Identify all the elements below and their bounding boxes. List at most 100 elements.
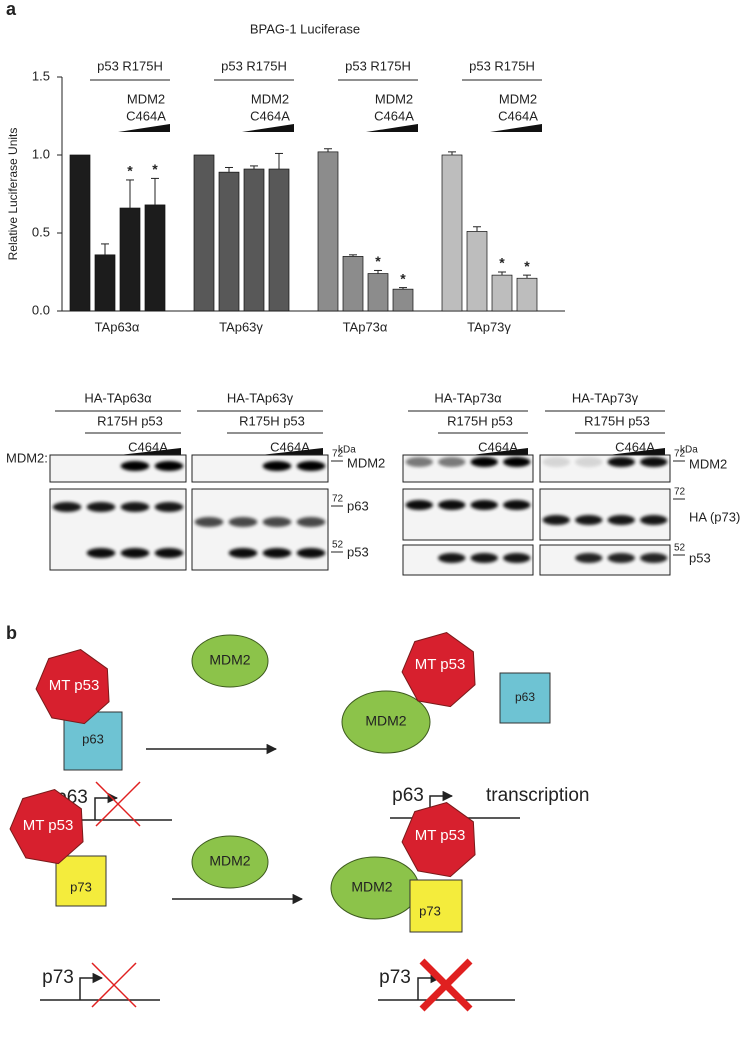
promoter-arrow: [94, 792, 119, 820]
wedge: [600, 448, 665, 456]
protein-box: [499, 672, 551, 724]
row-label: MDM2: [347, 455, 385, 470]
bar: [466, 231, 488, 312]
bar: [193, 154, 215, 312]
blot-band: [296, 517, 326, 527]
protein-label: p73: [70, 879, 92, 894]
blot-band: [503, 457, 531, 467]
mw-marker: 72: [332, 494, 344, 505]
chart-title: BPAG-1 Luciferase: [250, 21, 360, 36]
blot-band: [228, 548, 258, 558]
bar: [342, 256, 364, 312]
bar: [243, 168, 265, 312]
promoter-arrow: [79, 972, 104, 1000]
blot-header: R175H p53: [239, 413, 305, 428]
blot-band: [262, 517, 292, 527]
protein-label: MT p53: [23, 817, 74, 834]
group-header: MDM2: [251, 91, 289, 106]
wedge: [242, 124, 294, 132]
row-label: HA (p73): [689, 509, 740, 524]
x-tick-label: TAp63γ: [219, 319, 263, 334]
wedge: [118, 124, 170, 132]
y-axis-label: Relative Luciferase Units: [6, 128, 20, 261]
gene-label: p73: [42, 967, 74, 988]
wedge: [366, 124, 418, 132]
blot-band: [154, 548, 184, 558]
bar: [441, 154, 463, 312]
kda-label: kDa: [338, 445, 356, 456]
bar: [392, 288, 414, 312]
blot-band: [607, 457, 635, 467]
wedge: [252, 448, 323, 456]
bar: [119, 207, 141, 312]
blot-header: R175H p53: [97, 413, 163, 428]
blot-band: [405, 500, 433, 510]
blot-band: [405, 457, 433, 467]
blot-header: HA-TAp63α: [84, 390, 152, 405]
significance-mark: *: [375, 253, 381, 269]
promoter-arrow: [417, 972, 442, 1000]
significance-mark: *: [127, 163, 133, 179]
blot-band: [52, 502, 82, 512]
group-header: C464A: [250, 108, 290, 123]
blot-band: [438, 500, 466, 510]
blot-band: [607, 553, 635, 563]
blot-band: [640, 515, 668, 525]
group-header: p53 R175H: [221, 58, 287, 73]
significance-mark: *: [524, 258, 530, 274]
blot-band: [194, 517, 224, 527]
blot-band: [154, 502, 184, 512]
blot-frame: [539, 488, 671, 541]
blot-band: [470, 553, 498, 563]
bar: [268, 168, 290, 312]
red-x: [419, 958, 473, 1012]
blot-header: HA-TAp63γ: [227, 390, 294, 405]
blot-header: R175H p53: [584, 413, 650, 428]
protein-label: p73: [419, 903, 441, 918]
group-header: p53 R175H: [345, 58, 411, 73]
protein-label: p63: [515, 690, 535, 704]
blot-band: [120, 548, 150, 558]
blot-band: [575, 515, 603, 525]
blot-header: HA-TAp73γ: [572, 390, 639, 405]
red-x: [95, 781, 141, 827]
wedge: [490, 124, 542, 132]
gene-label: p73: [379, 967, 411, 988]
wedge: [463, 448, 528, 456]
red-x: [91, 962, 137, 1008]
protein-label: MDM2: [209, 853, 250, 869]
group-header: p53 R175H: [97, 58, 163, 73]
protein-label: MT p53: [415, 827, 466, 844]
blot-band: [154, 461, 184, 471]
mt-p53: [401, 802, 476, 878]
bar: [94, 254, 116, 312]
blot-band: [86, 502, 116, 512]
protein-label: MDM2: [351, 879, 392, 895]
bar: [367, 273, 389, 312]
blot-band: [640, 553, 668, 563]
row-label: p53: [347, 544, 369, 559]
mw-marker: 72: [674, 449, 686, 460]
protein-label: p63: [82, 731, 104, 746]
bar: [317, 151, 339, 312]
row-label: p53: [689, 550, 711, 565]
protein-label: MDM2: [365, 713, 406, 729]
blot-band: [503, 553, 531, 563]
mt-p53: [9, 789, 84, 865]
protein-box: [409, 879, 463, 933]
blot-band: [86, 548, 116, 558]
bar: [491, 274, 513, 312]
mw-marker: 72: [674, 487, 686, 498]
blot-band: [470, 457, 498, 467]
y-tick-label: 0.0: [32, 302, 50, 317]
mw-marker: 52: [674, 543, 686, 554]
wedge: [110, 448, 181, 456]
blot-band: [640, 457, 668, 467]
blot-band: [120, 502, 150, 512]
row-label: MDM2:: [6, 450, 48, 465]
protein-box: [55, 855, 107, 907]
mw-marker: 52: [332, 540, 344, 551]
blot-band: [120, 461, 150, 471]
group-header: MDM2: [375, 91, 413, 106]
